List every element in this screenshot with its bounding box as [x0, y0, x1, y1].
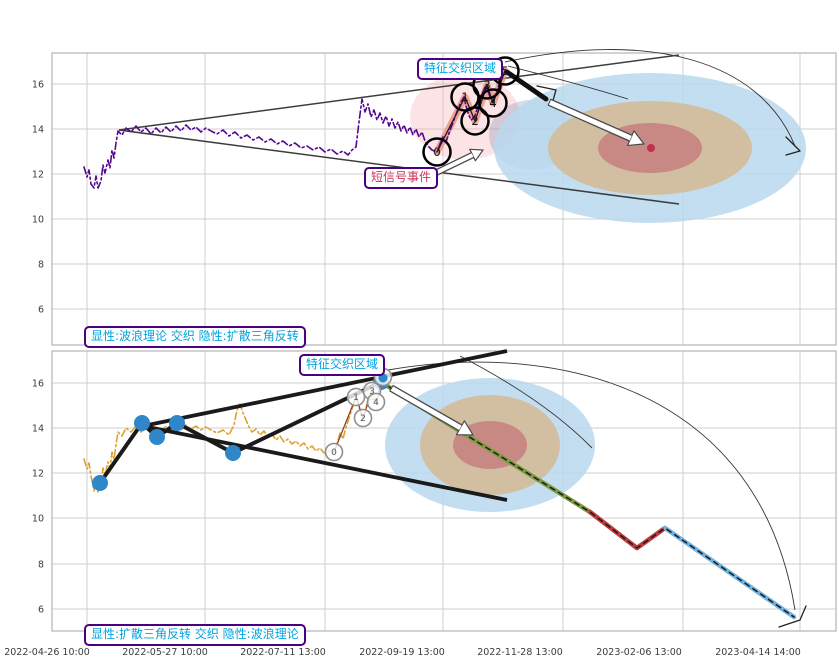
- bottom-triangle-zigzag: [98, 380, 383, 485]
- bottom-panel-ytick-label: 8: [38, 560, 44, 571]
- bottom-wave-circle-1: [346, 387, 366, 407]
- top-wave-number-0: 0: [433, 145, 440, 159]
- bottom-pivot-dot-1: [134, 415, 150, 431]
- bottom-pivot-dot-4: [225, 445, 241, 461]
- top-wedge-upper-line: [118, 54, 680, 131]
- bottom-wave-number-0: 0: [331, 448, 337, 458]
- top-forecast-center-dot: [647, 144, 655, 152]
- bottom-panel-ytick-label: 6: [38, 605, 44, 616]
- strategy-summary-label-bottom: 显性:扩散三角反转 交织 隐性:波浪理论: [84, 624, 306, 646]
- bottom-forecast-dash-overlay: [380, 381, 795, 618]
- top-wave-number-3: 3: [483, 78, 490, 92]
- top-wave-number-4: 4: [489, 96, 496, 110]
- top-end-bracket-0: [536, 85, 557, 105]
- bottom-trajectory-arc-1: [459, 355, 593, 449]
- strategy-summary-label-top: 显性:波浪理论 交织 隐性:扩散三角反转: [84, 326, 306, 348]
- bottom-wave-number-2: 2: [360, 414, 366, 424]
- bottom-pivot-dot-2: [149, 429, 165, 445]
- bottom-forecast-segment-1: [587, 509, 668, 551]
- bottom-wave-circle-4: [366, 392, 386, 412]
- top-breakout-segment: [504, 69, 549, 102]
- bottom-wedge-upper-line: [142, 349, 508, 428]
- top-forecast-arrow-0-head: [626, 130, 645, 147]
- top-panel-ytick-label: 10: [32, 215, 44, 226]
- x-axis-tick-label: 2022-04-26 10:00: [4, 647, 90, 658]
- bottom-wave-circle-2: [353, 408, 373, 428]
- bottom-panel-ytick-label: 12: [32, 469, 44, 480]
- bottom-wave-number-3: 3: [369, 387, 375, 397]
- bottom-panel-ytick-label: 10: [32, 514, 44, 525]
- bottom-pivot-dot-0: [92, 475, 108, 491]
- top-trajectory-arc-1: [507, 65, 629, 100]
- top-trajectory-arc-0: [504, 49, 796, 147]
- bottom-pivot-dot-3: [169, 415, 185, 431]
- bottom-wave-number-1: 1: [353, 393, 359, 403]
- bottom-panel-frame: [51, 350, 837, 632]
- top-wave-circle-4: [478, 88, 508, 118]
- top-panel-ytick-label: 12: [32, 170, 44, 181]
- x-axis-tick-label: 2023-02-06 13:00: [596, 647, 682, 658]
- bottom-trajectory-arc-0: [387, 361, 796, 611]
- short-signal-event-label: 短信号事件: [364, 167, 439, 189]
- bottom-wave-circle-0: [324, 442, 344, 462]
- top-wave-count-line: [436, 70, 506, 153]
- x-axis-tick-label: 2022-11-28 13:00: [477, 647, 563, 658]
- x-axis-tick-label: 2022-05-27 10:00: [122, 647, 208, 658]
- top-panel-ytick-label: 6: [38, 305, 44, 316]
- feature-region-label-bottom: 特征交织区域: [299, 354, 386, 376]
- top-forecast-arrow-0-shaft: [548, 100, 632, 141]
- bottom-panel-ytick-label: 16: [32, 379, 44, 390]
- top-wave-number-2: 2: [471, 114, 478, 128]
- x-axis-tick-label: 2022-09-19 13:00: [359, 647, 445, 658]
- bottom-panel-ytick-label: 14: [32, 424, 44, 435]
- top-wave-circle-0: [422, 137, 452, 167]
- top-wave-number-1: 1: [461, 90, 468, 104]
- top-wave-circle-2: [460, 106, 490, 136]
- bottom-wave-number-4: 4: [373, 398, 379, 408]
- top-panel-frame: [51, 52, 837, 346]
- bottom-end-bracket-0: [778, 605, 807, 628]
- top-wave-number-5: 5: [501, 64, 508, 78]
- top-panel-ytick-label: 14: [32, 125, 44, 136]
- x-axis-tick-label: 2022-07-11 13:00: [240, 647, 326, 658]
- bottom-forecast-arrow-0-shaft: [390, 386, 462, 430]
- top-panel-ytick-label: 16: [32, 80, 44, 91]
- bottom-price-series: [83, 382, 382, 493]
- feature-region-label-top: 特征交织区域: [417, 58, 504, 80]
- top-end-bracket-1: [785, 136, 801, 156]
- top-panel-ytick-label: 8: [38, 260, 44, 271]
- x-axis-tick-label: 2023-04-14 14:00: [715, 647, 801, 658]
